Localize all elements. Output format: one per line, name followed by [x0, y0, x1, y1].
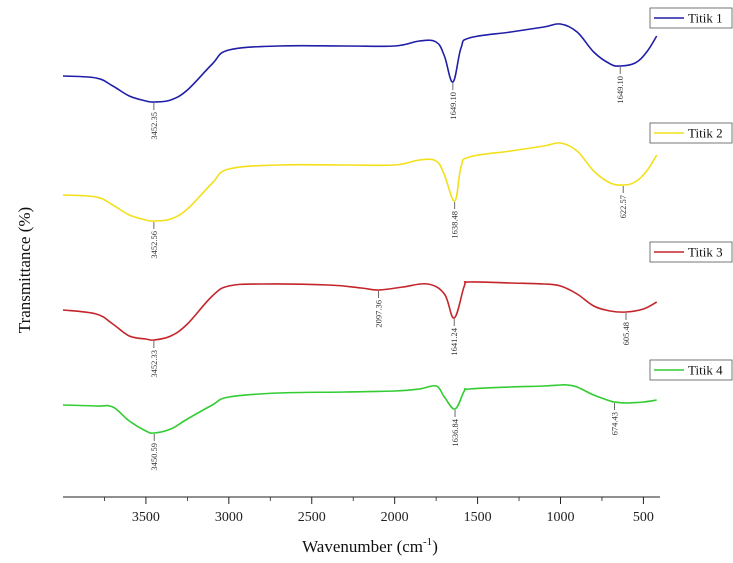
legend-label-4: Titik 4 [688, 363, 723, 378]
peak-label-4-1: 3450.59 [149, 443, 159, 471]
peak-label-3-1: 3452.33 [149, 350, 159, 378]
legend-label-3: Titik 3 [688, 245, 723, 260]
peak-label-1-1: 3452.35 [149, 112, 159, 140]
legend: Titik 1 Titik 2 Titik 3 Titik 4 [649, 7, 733, 381]
x-tick-label-500: 500 [633, 510, 654, 525]
peak-label-2-2: 1638.48 [450, 211, 460, 239]
peak-label-2-3: 622.57 [618, 195, 628, 218]
x-tick-label-1000: 1000 [547, 510, 575, 525]
x-axis-title-sup: -1 [423, 536, 432, 548]
peak-label-3-4: 605.48 [621, 322, 631, 345]
peak-label-4-2: 1636.84 [450, 418, 460, 446]
legend-label-2: Titik 2 [688, 126, 723, 141]
series-line-2 [62, 142, 658, 222]
peak-label-2-1: 3452.56 [149, 231, 159, 259]
x-axis-title-main: Wavenumber (cm [302, 537, 423, 556]
series-line-3 [62, 280, 658, 341]
series-line-4 [62, 383, 657, 434]
legend-box-3 [649, 241, 733, 263]
x-tick-label-2500: 2500 [298, 510, 326, 525]
x-axis-title-end: ) [432, 537, 438, 556]
legend-label-1: Titik 1 [688, 11, 723, 26]
x-tick-label-1500: 1500 [464, 510, 492, 525]
plot-area: 3452.35 1649.10 1649.10 3452.56 1638.48 622.5… [62, 23, 658, 471]
x-axis: 3500 3000 2500 2000 1500 1000 500 [63, 496, 660, 525]
x-axis-title: Wavenumber (cm-1) [302, 536, 438, 556]
peak-label-1-3: 1649.10 [615, 76, 625, 104]
peak-label-1-2: 1649.10 [448, 92, 458, 120]
peak-label-3-3: 1641.24 [449, 327, 459, 355]
x-tick-label-3500: 3500 [132, 510, 160, 525]
peak-label-4-3: 674.43 [610, 412, 620, 435]
x-tick-label-3000: 3000 [215, 510, 243, 525]
series-line-1 [62, 23, 658, 103]
legend-box-2 [649, 122, 733, 144]
y-axis-title: Transmittance (%) [15, 207, 34, 333]
legend-box-4 [649, 359, 733, 381]
x-tick-label-2000: 2000 [381, 510, 409, 525]
peak-label-3-2: 2097.36 [374, 300, 384, 328]
legend-box-1 [649, 7, 733, 29]
